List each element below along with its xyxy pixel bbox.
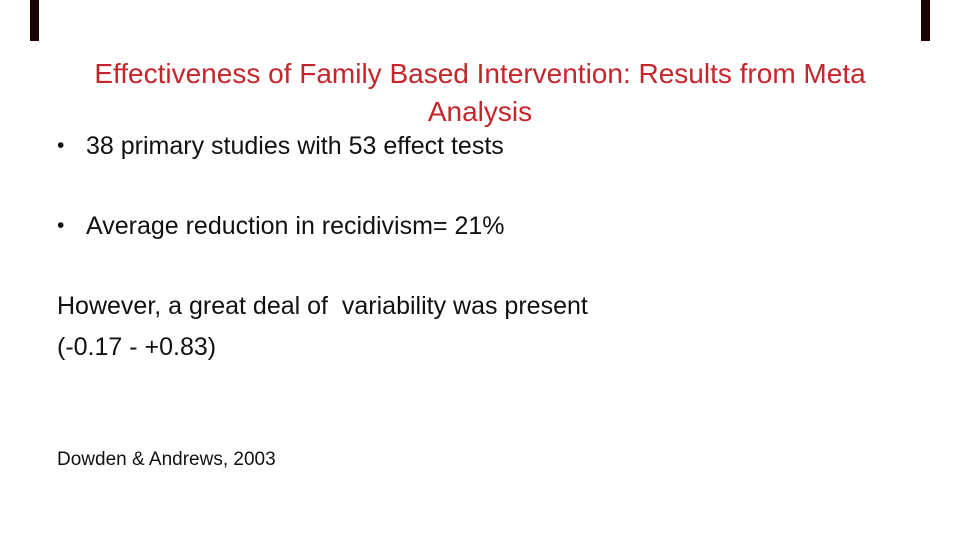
slide-title-line-1: Effectiveness of Family Based Interventi… [94, 57, 866, 89]
variability-note-line-1: However, a great deal of variability was… [57, 292, 588, 320]
slide-edge-mark-left [30, 0, 39, 41]
citation: Dowden & Andrews, 2003 [57, 449, 276, 470]
bullet-text-studies: 38 primary studies with 53 effect tests [86, 132, 504, 160]
bullet-item-studies: • 38 primary studies with 53 effect test… [57, 131, 504, 161]
slide-title: Effectiveness of Family Based Interventi… [40, 55, 920, 131]
variability-note-line-2: (-0.17 - +0.83) [57, 333, 217, 361]
bullet-dot-icon: • [57, 214, 65, 237]
bullet-text-recidivism: Average reduction in recidivism= 21% [86, 212, 505, 240]
bullet-dot-icon: • [57, 134, 65, 157]
bullet-item-recidivism: • Average reduction in recidivism= 21% [57, 211, 505, 241]
slide-edge-mark-right [921, 0, 930, 41]
slide-title-line-2: Analysis [427, 95, 533, 127]
